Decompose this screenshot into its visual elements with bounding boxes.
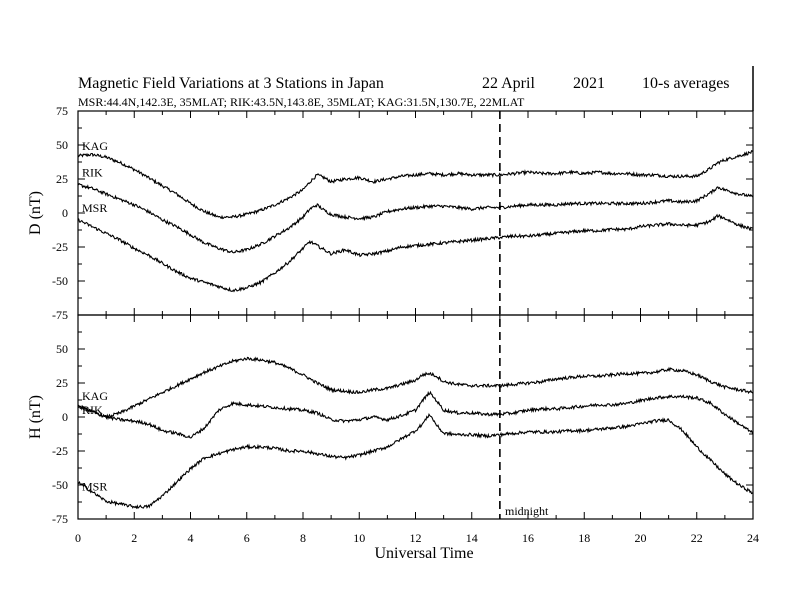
trace-msr: [77, 413, 754, 510]
y-tick-label: 0: [62, 410, 68, 424]
x-tick-label: 4: [188, 531, 194, 545]
x-tick-label: 10: [353, 531, 365, 545]
y-tick-label: 75: [56, 104, 68, 118]
x-tick-label: 14: [466, 531, 478, 545]
x-tick-label: 16: [522, 531, 534, 545]
x-tick-label: 24: [747, 531, 759, 545]
y-tick-label: -50: [52, 274, 68, 288]
stations-line: MSR:44.4N,142.3E, 35MLAT; RIK:43.5N,143.…: [78, 95, 525, 109]
x-tick-label: 22: [691, 531, 703, 545]
x-tick-label: 8: [300, 531, 306, 545]
x-tick-label: 12: [410, 531, 422, 545]
series-label-rik: RIK: [82, 165, 103, 179]
trace-kag: [77, 150, 754, 220]
y-tick-label: 50: [56, 138, 68, 152]
y-tick-label: 0: [62, 206, 68, 220]
series-label-msr: MSR: [82, 201, 107, 215]
y-tick-label: -75: [52, 308, 68, 322]
series-label-rik: RIK: [82, 403, 103, 417]
x-tick-label: 20: [635, 531, 647, 545]
x-tick-label: 18: [578, 531, 590, 545]
d-axis-label: D (nT): [27, 191, 44, 235]
chart-year: 2021: [573, 75, 605, 92]
x-tick-label: 0: [75, 531, 81, 545]
y-tick-label: -50: [52, 478, 68, 492]
trace-rik: [77, 182, 754, 254]
series-label-kag: KAG: [82, 139, 108, 153]
x-axis-label: Universal Time: [374, 545, 473, 562]
h-axis-label: H (nT): [27, 395, 44, 439]
chart-title: Magnetic Field Variations at 3 Stations …: [78, 75, 384, 92]
y-tick-label: 25: [56, 376, 68, 390]
y-tick-label: -25: [52, 444, 68, 458]
series-label-msr: MSR: [82, 479, 107, 493]
series-label-kag: KAG: [82, 389, 108, 403]
h-panel-frame: [77, 314, 754, 520]
trace-kag: [77, 356, 754, 420]
y-tick-label: 25: [56, 172, 68, 186]
chart-averaging: 10-s averages: [642, 75, 730, 92]
y-tick-label: -25: [52, 240, 68, 254]
x-tick-label: 2: [131, 531, 137, 545]
trace-rik: [77, 390, 754, 439]
d-panel-frame: [77, 110, 754, 316]
chart-date: 22 April: [482, 75, 535, 92]
y-tick-label: 50: [56, 342, 68, 356]
y-tick-label: -75: [52, 512, 68, 526]
x-tick-label: 6: [244, 531, 250, 545]
trace-msr: [77, 213, 753, 293]
midnight-annotation: midnight: [505, 504, 549, 518]
